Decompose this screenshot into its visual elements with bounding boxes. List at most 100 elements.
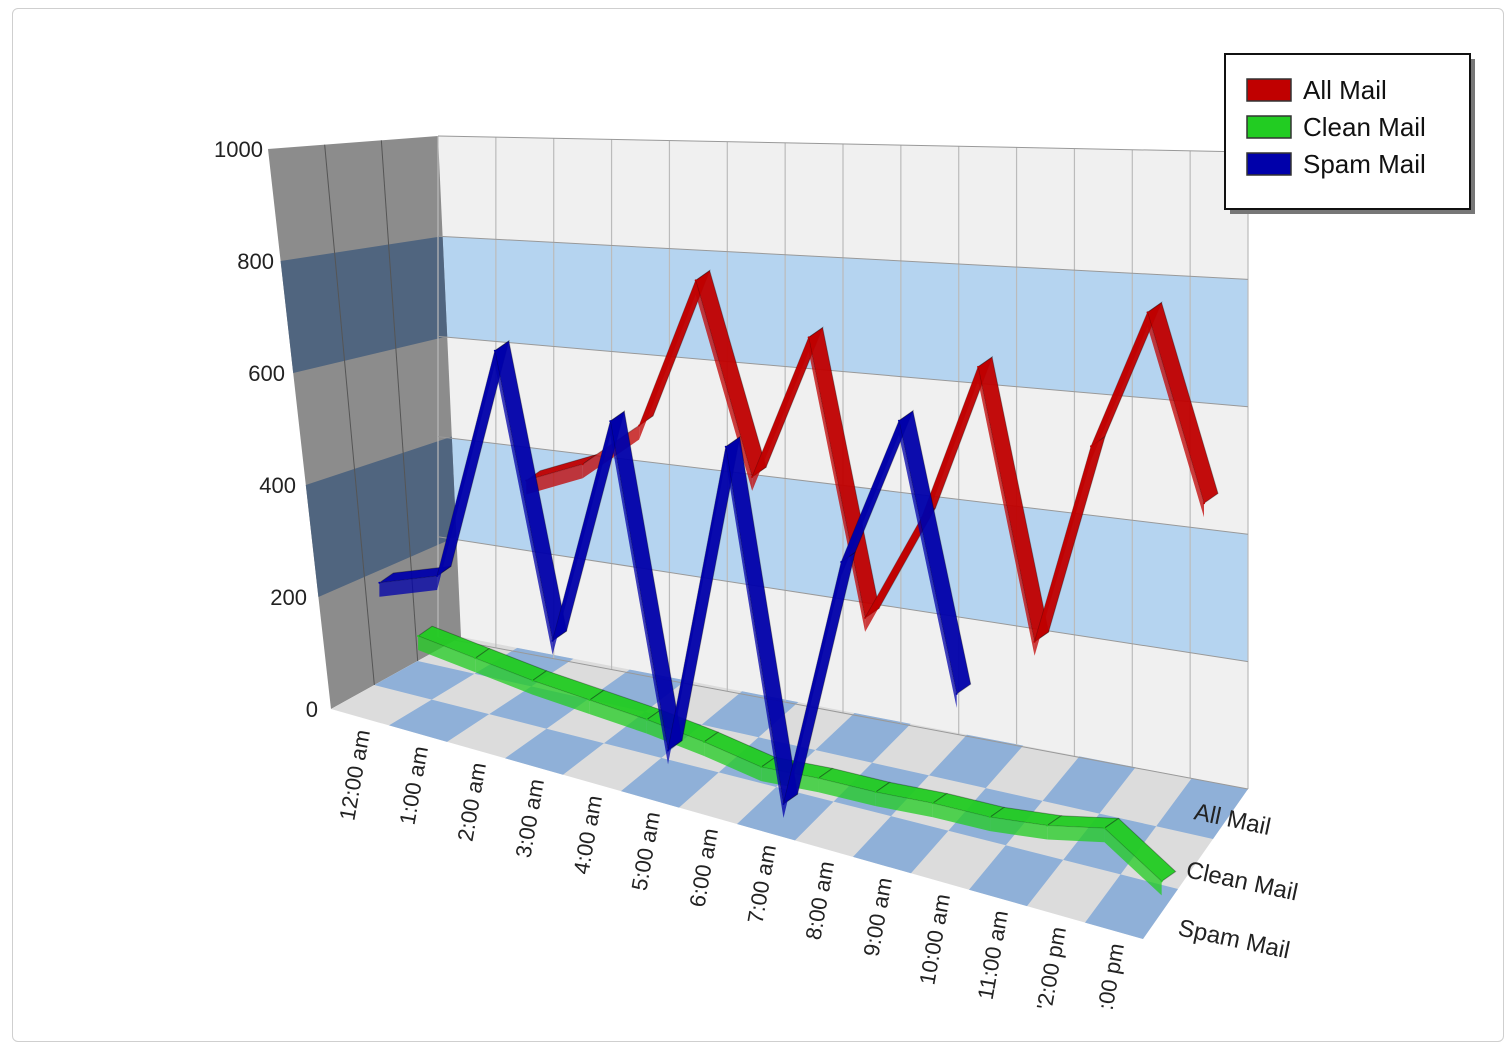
series-face-spam-mail	[668, 446, 726, 765]
chart-series	[378, 269, 1219, 896]
series-point	[989, 816, 992, 819]
series-point	[897, 419, 900, 422]
series-face-spam-mail	[725, 446, 784, 818]
series-point	[751, 475, 754, 478]
series-face-spam-mail	[494, 350, 553, 655]
y-tick-label: 0	[306, 697, 318, 722]
left-wall	[268, 136, 461, 709]
x-tick-label: 9:00 am	[858, 876, 896, 959]
floor-cell	[969, 845, 1064, 907]
series-point	[474, 657, 477, 660]
y-tick-label: 1000	[214, 137, 263, 162]
series-point	[1103, 827, 1106, 830]
floor-cell	[737, 787, 834, 841]
series-face-spam-mail	[898, 420, 957, 708]
x-tick-label: 4:00 am	[568, 793, 606, 876]
floor-cell	[621, 757, 719, 808]
series-point	[694, 279, 697, 282]
series-face-spam-mail	[437, 350, 495, 590]
series-face-all-mail	[921, 366, 979, 532]
series-point	[864, 616, 867, 619]
series-point	[1203, 502, 1206, 505]
series-point	[760, 766, 763, 769]
series-point	[1146, 311, 1149, 314]
x-tick-label: 2:00 am	[452, 761, 490, 844]
legend-swatch	[1246, 115, 1292, 139]
series-face-all-mail	[526, 464, 583, 495]
series-point	[931, 802, 934, 805]
floor-cell	[1156, 778, 1248, 839]
series-face-clean-mail	[932, 803, 991, 832]
series-point	[874, 791, 877, 794]
series-point	[581, 463, 584, 466]
series-face-clean-mail	[475, 658, 533, 695]
series-face-clean-mail	[818, 778, 876, 807]
left-wall-gridline	[324, 144, 375, 686]
series-point	[840, 560, 843, 563]
series-point	[807, 336, 810, 339]
legend-swatch	[1246, 152, 1292, 176]
depth-label: Spam Mail	[1176, 914, 1293, 964]
floor-cell	[815, 713, 911, 763]
y-axis-ticks: 0 200 400 600 800 1000	[214, 137, 318, 722]
floor-cell	[928, 734, 1024, 789]
back-wall-gridline	[437, 636, 1249, 790]
series-face-clean-mail	[990, 817, 1048, 840]
series-point	[378, 581, 381, 584]
series-face-clean-mail	[875, 792, 933, 818]
series-point	[955, 692, 958, 695]
series-point	[609, 420, 612, 423]
series-face-all-mail	[752, 337, 809, 491]
series-point	[817, 777, 820, 780]
series-point	[638, 424, 641, 427]
x-tick-label: :00 pm	[1093, 941, 1129, 1012]
series-face-spam-mail	[379, 575, 438, 597]
legend-label: All Mail	[1303, 75, 1387, 105]
legend-label: Spam Mail	[1303, 149, 1426, 179]
chart-canvas: 0 200 400 600 800 1000 12:00 am 1:00 am 2:00 am…	[214, 53, 1475, 1012]
series-face-clean-mail	[589, 700, 647, 734]
chart-frame: 0 200 400 600 800 1000 12:00 am 1:00 am 2:00 am…	[12, 8, 1504, 1042]
series-face-all-mail	[1034, 446, 1092, 656]
series-point	[782, 802, 785, 805]
floor-cell	[374, 661, 475, 700]
series-face-spam-mail	[783, 561, 842, 818]
left-wall-band	[280, 236, 448, 373]
series-face-clean-mail	[1047, 825, 1105, 843]
series-face-spam-mail	[841, 420, 899, 576]
series-point	[703, 740, 706, 743]
series-point	[551, 639, 554, 642]
x-tick-label: 3:00 am	[510, 777, 548, 860]
series-point	[977, 365, 980, 368]
floor-cell	[853, 816, 949, 874]
floor-cell	[505, 728, 604, 775]
y-tick-label: 200	[270, 585, 307, 610]
back-wall-gridline	[437, 235, 1249, 280]
series-face-spam-mail	[610, 421, 669, 765]
x-tick-label: 6:00 am	[684, 826, 722, 909]
series-face-clean-mail	[1104, 828, 1162, 896]
x-tick-label: 12:00 am	[334, 728, 375, 823]
floor-cell	[1085, 874, 1178, 939]
series-point	[1090, 445, 1093, 448]
legend-label: Clean Mail	[1303, 112, 1426, 142]
series-point	[645, 718, 648, 721]
x-tick-label: '2:00 pm	[1032, 925, 1071, 1012]
series-segment-clean-mail	[1103, 817, 1177, 882]
y-tick-label: 600	[248, 361, 285, 386]
floor-cell	[389, 699, 490, 742]
legend-swatch	[1246, 78, 1292, 102]
series-point	[436, 574, 439, 577]
series-point	[493, 349, 496, 352]
series-face-all-mail	[978, 366, 1035, 656]
series-face-spam-mail	[552, 421, 611, 655]
x-tick-label: 5:00 am	[626, 810, 664, 893]
floor-cell	[1042, 756, 1136, 814]
left-wall-band	[305, 436, 457, 597]
series-point	[588, 699, 591, 702]
series-face-all-mail	[1147, 312, 1205, 518]
y-tick-label: 800	[237, 249, 274, 274]
series-face-all-mail	[639, 280, 696, 440]
x-tick-label: 1:00 am	[394, 744, 432, 827]
